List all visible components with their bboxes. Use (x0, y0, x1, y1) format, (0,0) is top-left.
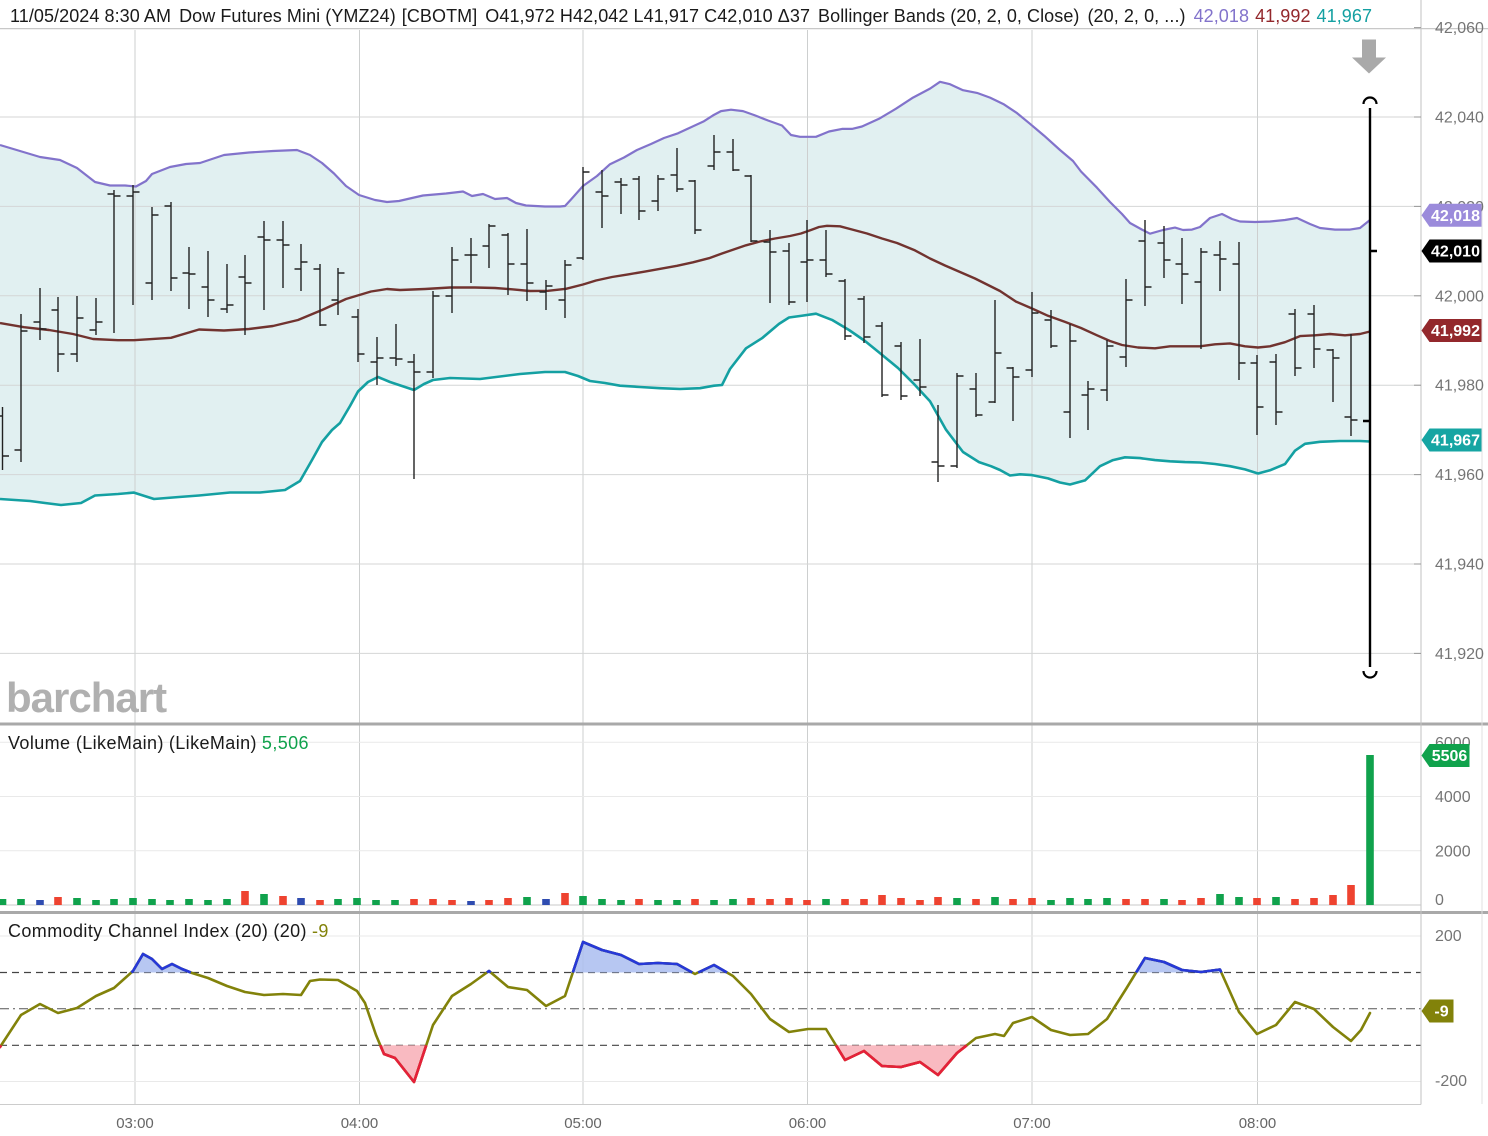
svg-text:06:00: 06:00 (789, 1115, 827, 1131)
svg-text:07:00: 07:00 (1013, 1115, 1051, 1131)
svg-text:41,967: 41,967 (1431, 433, 1480, 450)
svg-text:08:00: 08:00 (1239, 1115, 1277, 1131)
svg-text:42,018: 42,018 (1431, 208, 1480, 225)
svg-text:0: 0 (1435, 892, 1444, 909)
svg-text:barchart: barchart (6, 674, 167, 721)
svg-text:4000: 4000 (1435, 789, 1471, 806)
svg-text:200: 200 (1435, 928, 1462, 945)
svg-text:05:00: 05:00 (564, 1115, 602, 1131)
svg-text:41,920: 41,920 (1435, 646, 1484, 663)
svg-text:42,010: 42,010 (1431, 244, 1480, 261)
svg-text:Commodity Channel Index (20)(2: Commodity Channel Index (20) (20) -9 (8, 921, 329, 941)
svg-text:41,992: 41,992 (1431, 323, 1480, 340)
svg-text:42,040: 42,040 (1435, 110, 1484, 127)
svg-text:42,000: 42,000 (1435, 288, 1484, 305)
svg-text:42,060: 42,060 (1435, 20, 1484, 37)
svg-text:41,940: 41,940 (1435, 557, 1484, 574)
svg-text:04:00: 04:00 (341, 1115, 379, 1131)
svg-text:41,960: 41,960 (1435, 467, 1484, 484)
svg-text:2000: 2000 (1435, 843, 1471, 860)
svg-text:Volume (LikeMain)(LikeMain)5,5: Volume (LikeMain) (LikeMain) 5,506 (8, 733, 309, 753)
svg-text:5506: 5506 (1432, 748, 1468, 765)
svg-text:41,980: 41,980 (1435, 378, 1484, 395)
svg-text:-200: -200 (1435, 1073, 1467, 1090)
svg-text:-9: -9 (1434, 1004, 1448, 1021)
svg-text:03:00: 03:00 (116, 1115, 154, 1131)
